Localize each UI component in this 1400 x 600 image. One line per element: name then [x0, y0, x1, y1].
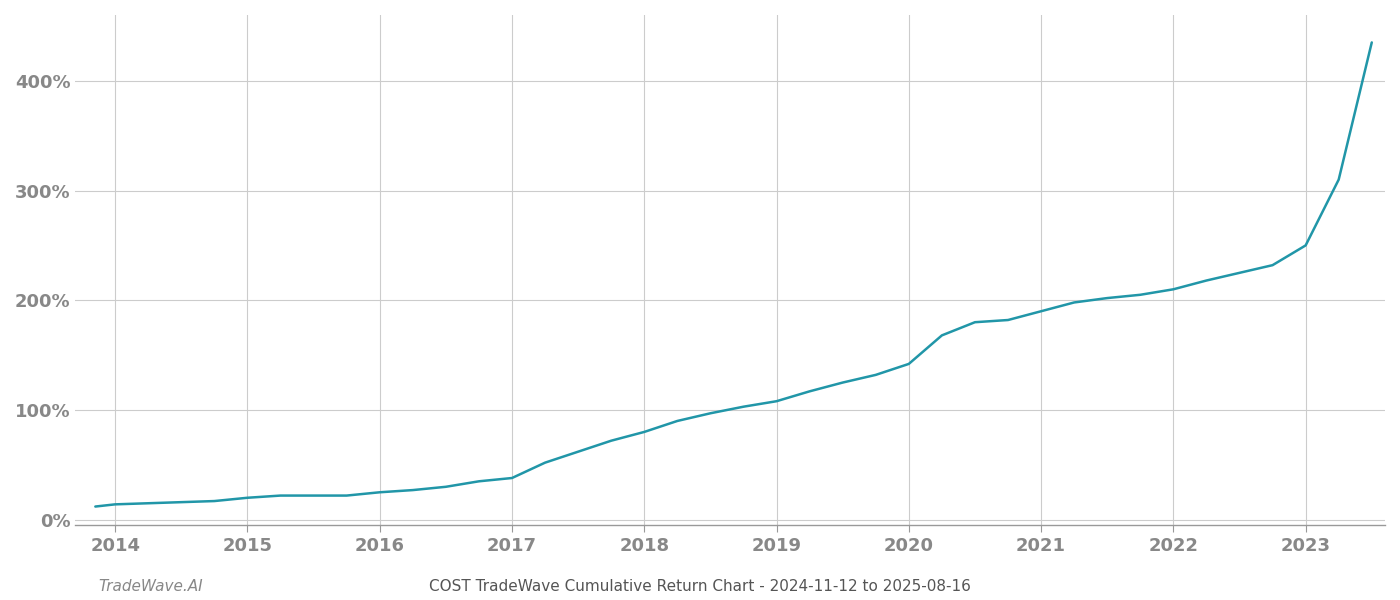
Text: COST TradeWave Cumulative Return Chart - 2024-11-12 to 2025-08-16: COST TradeWave Cumulative Return Chart -… — [428, 579, 972, 594]
Text: TradeWave.AI: TradeWave.AI — [98, 579, 203, 594]
